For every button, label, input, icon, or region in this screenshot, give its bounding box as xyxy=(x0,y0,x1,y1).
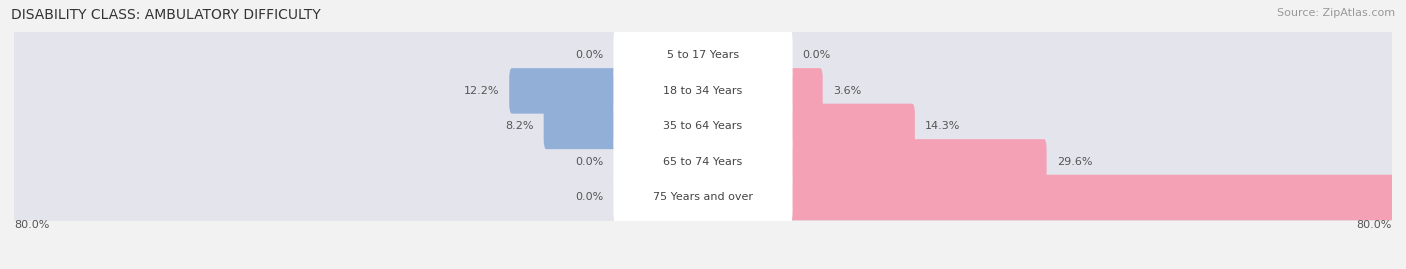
Text: 65 to 74 Years: 65 to 74 Years xyxy=(664,157,742,167)
Text: 8.2%: 8.2% xyxy=(505,121,533,132)
Text: 0.0%: 0.0% xyxy=(575,193,605,203)
Legend: Male, Female: Male, Female xyxy=(641,267,765,269)
FancyBboxPatch shape xyxy=(613,63,793,118)
Text: 75 Years and over: 75 Years and over xyxy=(652,193,754,203)
Text: 12.2%: 12.2% xyxy=(464,86,499,96)
Text: 14.3%: 14.3% xyxy=(925,121,960,132)
FancyBboxPatch shape xyxy=(613,28,793,83)
Text: 80.0%: 80.0% xyxy=(14,220,49,229)
FancyBboxPatch shape xyxy=(13,15,1393,95)
Text: 3.6%: 3.6% xyxy=(832,86,862,96)
Text: 18 to 34 Years: 18 to 34 Years xyxy=(664,86,742,96)
FancyBboxPatch shape xyxy=(786,68,823,114)
FancyBboxPatch shape xyxy=(13,157,1393,238)
Text: Source: ZipAtlas.com: Source: ZipAtlas.com xyxy=(1277,8,1395,18)
Text: 5 to 17 Years: 5 to 17 Years xyxy=(666,50,740,60)
Text: 80.0%: 80.0% xyxy=(1357,220,1392,229)
FancyBboxPatch shape xyxy=(13,122,1393,202)
Text: 0.0%: 0.0% xyxy=(801,50,831,60)
FancyBboxPatch shape xyxy=(509,68,620,114)
FancyBboxPatch shape xyxy=(613,99,793,154)
FancyBboxPatch shape xyxy=(544,104,620,149)
Text: DISABILITY CLASS: AMBULATORY DIFFICULTY: DISABILITY CLASS: AMBULATORY DIFFICULTY xyxy=(11,8,321,22)
Text: 29.6%: 29.6% xyxy=(1057,157,1092,167)
FancyBboxPatch shape xyxy=(13,86,1393,167)
FancyBboxPatch shape xyxy=(613,134,793,189)
FancyBboxPatch shape xyxy=(13,51,1393,131)
FancyBboxPatch shape xyxy=(613,170,793,225)
FancyBboxPatch shape xyxy=(786,175,1406,220)
Text: 0.0%: 0.0% xyxy=(575,50,605,60)
FancyBboxPatch shape xyxy=(786,139,1046,185)
FancyBboxPatch shape xyxy=(786,104,915,149)
Text: 0.0%: 0.0% xyxy=(575,157,605,167)
Text: 35 to 64 Years: 35 to 64 Years xyxy=(664,121,742,132)
